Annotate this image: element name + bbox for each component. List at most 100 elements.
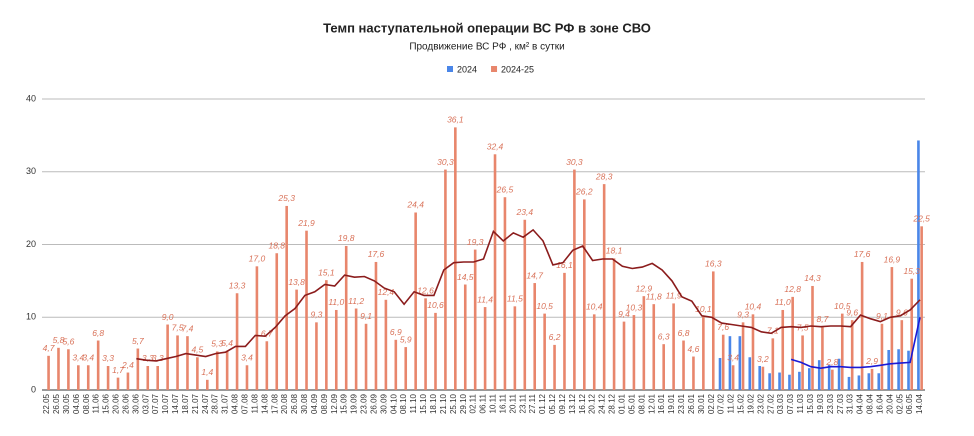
data-label: 2,9 — [865, 356, 878, 366]
data-label: 6,7 — [261, 329, 273, 339]
bar — [890, 267, 894, 390]
x-tick-label: 08.09 — [320, 393, 329, 414]
bar — [523, 219, 527, 390]
x-tick-label: 16.01 — [657, 393, 666, 414]
x-tick-label: 15.03 — [806, 393, 815, 414]
bar — [920, 226, 923, 390]
x-tick-label: 10.11 — [489, 393, 498, 413]
bar — [837, 358, 841, 390]
data-label: 9,3 — [737, 310, 749, 320]
bar — [454, 127, 457, 390]
bar — [761, 366, 765, 390]
bar — [771, 338, 775, 390]
bar — [206, 379, 209, 390]
x-tick-label: 12.09 — [330, 393, 339, 414]
y-tick-label: 40 — [26, 93, 36, 103]
bar — [473, 249, 477, 390]
data-label: 15,3 — [903, 266, 920, 276]
bar — [493, 154, 497, 390]
bar — [196, 357, 199, 390]
data-label: 18,1 — [606, 246, 623, 256]
data-label: 2,4 — [121, 360, 134, 370]
x-tick-label: 11.02 — [727, 393, 736, 413]
x-tick-label: 31.07 — [221, 393, 230, 414]
x-tick-label: 16.11 — [498, 393, 507, 413]
bar — [840, 313, 844, 390]
data-label: 17,6 — [368, 249, 385, 259]
x-tick-label: 27.11 — [528, 393, 537, 413]
x-tick-label: 21.07 — [191, 393, 200, 414]
data-label: 11,5 — [507, 294, 523, 304]
bar — [354, 308, 358, 390]
bar — [788, 374, 791, 390]
chart-title: Темп наступательной операции ВС РФ в зон… — [323, 20, 651, 35]
bar — [126, 372, 130, 390]
bar — [265, 341, 269, 390]
x-tick-label: 31.03 — [846, 393, 855, 414]
bar — [374, 261, 378, 390]
bar — [711, 271, 715, 390]
data-label: 17,6 — [854, 249, 871, 259]
bar — [483, 307, 487, 390]
x-tick-label: 26.08 — [290, 393, 299, 414]
x-tick-label: 05.01 — [627, 393, 636, 414]
data-label: 3,3 — [142, 353, 154, 363]
bar — [86, 365, 90, 390]
bar — [176, 335, 179, 390]
bar — [275, 253, 279, 390]
bar — [553, 344, 556, 390]
data-label: 18,8 — [268, 240, 285, 250]
bar — [285, 205, 288, 390]
bar — [897, 349, 900, 390]
x-tick-label: 04.06 — [72, 393, 81, 414]
bar — [821, 326, 824, 390]
data-label: 6,8 — [678, 328, 690, 338]
x-tick-label: 15.09 — [340, 393, 349, 414]
x-tick-label: 22.05 — [42, 393, 51, 414]
data-label: 3,4 — [72, 353, 84, 363]
bar — [215, 351, 219, 390]
bar — [106, 365, 110, 390]
data-label: 14,5 — [457, 272, 474, 282]
y-tick-label: 10 — [26, 312, 36, 322]
bar — [434, 312, 437, 390]
bar — [533, 283, 537, 390]
bar — [136, 348, 140, 390]
bar — [404, 347, 408, 390]
x-tick-label: 04.04 — [856, 393, 865, 414]
bar — [166, 324, 169, 390]
x-tick-label: 23.09 — [360, 393, 369, 414]
bar — [444, 169, 447, 390]
x-tick-label: 09.12 — [558, 393, 567, 414]
x-tick-label: 19.01 — [667, 393, 676, 414]
data-label: 12,4 — [378, 287, 395, 297]
bar — [748, 357, 752, 390]
data-label: 3,3 — [102, 353, 114, 363]
data-label: 6,8 — [92, 328, 104, 338]
x-tick-label: 03.03 — [776, 393, 785, 414]
data-label: 9,6 — [896, 307, 908, 317]
data-label: 14,3 — [804, 273, 821, 283]
data-label: 11,8 — [646, 291, 662, 301]
data-label: 3,3 — [152, 353, 164, 363]
bar — [642, 296, 646, 390]
data-label: 19,3 — [467, 237, 484, 247]
bar — [907, 350, 910, 390]
x-tick-label: 17.08 — [270, 393, 279, 414]
data-label: 9,1 — [360, 311, 372, 321]
x-tick-label: 28.12 — [608, 393, 617, 414]
bar — [255, 266, 259, 390]
bar — [731, 365, 735, 390]
data-label: 22,5 — [912, 214, 930, 224]
bar — [334, 309, 338, 390]
x-tick-label: 15.06 — [102, 393, 111, 414]
y-tick-label: 0 — [31, 384, 36, 394]
bar — [692, 356, 695, 390]
x-tick-label: 11.10 — [409, 393, 418, 413]
bar — [305, 230, 308, 390]
data-label: 3,2 — [757, 354, 769, 364]
bar — [811, 285, 814, 390]
data-label: 11,9 — [666, 291, 682, 301]
chart-subtitle: Продвижение ВС РФ , км² в сутки — [409, 42, 564, 53]
x-tick-label: 06.11 — [479, 393, 488, 413]
